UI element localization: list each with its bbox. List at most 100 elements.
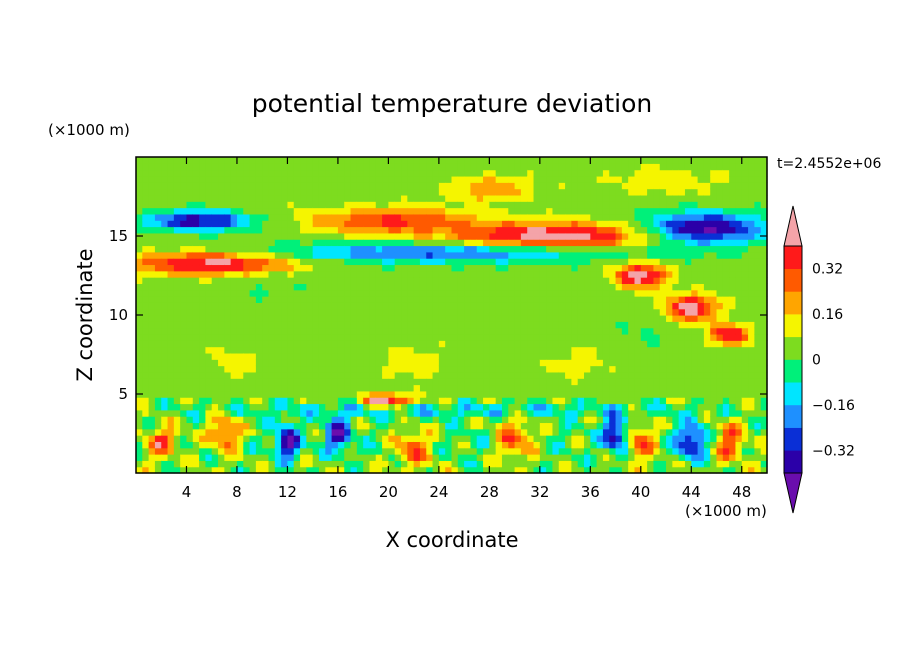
contour-cell <box>249 226 257 234</box>
contour-cell <box>438 359 446 367</box>
contour-cell <box>325 346 333 354</box>
contour-cell <box>533 371 541 379</box>
contour-cell <box>255 416 263 424</box>
contour-cell <box>495 175 503 183</box>
contour-cell <box>293 245 301 253</box>
contour-cell <box>527 397 535 405</box>
contour-cell <box>754 232 762 240</box>
contour-cell <box>666 321 673 329</box>
contour-cell <box>199 207 207 215</box>
contour-cell <box>470 378 478 386</box>
contour-cell <box>716 163 724 171</box>
contour-cell <box>300 201 307 209</box>
contour-cell <box>691 333 699 341</box>
contour-cell <box>501 169 509 177</box>
contour-cell <box>325 365 333 373</box>
contour-cell <box>394 207 402 215</box>
contour-cell <box>565 365 572 373</box>
contour-cell <box>691 270 699 278</box>
contour-cell <box>344 207 352 215</box>
contour-cell <box>243 390 251 398</box>
contour-cell <box>199 201 207 209</box>
contour-cell <box>306 454 314 461</box>
contour-cell <box>628 296 636 303</box>
contour-cell <box>293 321 301 329</box>
contour-cell <box>148 378 156 386</box>
contour-cell <box>520 441 528 449</box>
contour-cell <box>388 201 396 209</box>
contour-cell <box>419 390 427 398</box>
contour-cell <box>438 390 446 398</box>
contour-cell <box>672 232 680 240</box>
contour-cell <box>470 333 478 341</box>
contour-cell <box>533 245 541 253</box>
contour-cell <box>539 163 547 171</box>
contour-cell <box>394 308 402 316</box>
contour-cell <box>337 220 345 228</box>
contour-cell <box>211 397 219 405</box>
contour-cell <box>318 346 326 354</box>
contour-cell <box>413 460 421 468</box>
contour-cell <box>527 454 535 461</box>
contour-cell <box>243 201 251 209</box>
contour-cell <box>558 321 566 329</box>
contour-cell <box>596 441 604 449</box>
contour-cell <box>344 447 352 455</box>
contour-cell <box>483 270 490 278</box>
contour-cell <box>729 308 737 316</box>
contour-cell <box>584 207 591 215</box>
contour-cell <box>584 397 591 405</box>
contour-cell <box>426 327 434 335</box>
contour-cell <box>419 346 427 354</box>
contour-cell <box>539 466 547 474</box>
contour-cell <box>464 466 472 474</box>
contour-cell <box>401 296 408 303</box>
contour-cell <box>243 157 251 164</box>
contour-cell <box>262 213 270 221</box>
contour-cell <box>634 378 642 386</box>
contour-cell <box>236 390 244 398</box>
contour-cell <box>426 466 434 474</box>
contour-cell <box>514 182 522 190</box>
contour-cell <box>590 194 598 202</box>
contour-cell <box>457 258 465 266</box>
contour-cell <box>192 371 200 379</box>
contour-cell <box>401 289 408 297</box>
contour-cell <box>501 258 509 266</box>
contour-cell <box>438 378 446 386</box>
contour-cell <box>325 289 333 297</box>
contour-cell <box>230 454 238 461</box>
contour-cell <box>596 460 604 468</box>
contour-cell <box>300 163 307 171</box>
contour-cell <box>350 460 358 468</box>
contour-cell <box>590 454 598 461</box>
contour-cell <box>520 308 528 316</box>
contour-cell <box>729 441 737 449</box>
contour-cell <box>199 403 207 411</box>
contour-cell <box>552 239 560 247</box>
contour-cell <box>331 169 339 177</box>
contour-cell <box>546 352 554 360</box>
contour-cell <box>501 270 509 278</box>
contour-cell <box>186 258 194 266</box>
contour-cell <box>552 378 560 386</box>
contour-cell <box>703 245 711 253</box>
contour-cell <box>180 447 188 455</box>
contour-cell <box>684 359 692 367</box>
contour-cell <box>483 403 490 411</box>
contour-cell <box>584 321 591 329</box>
contour-cell <box>243 194 251 202</box>
contour-cell <box>148 321 156 329</box>
contour-cell <box>691 435 699 442</box>
contour-cell <box>533 163 541 171</box>
contour-cell <box>748 447 755 455</box>
contour-cell <box>546 245 554 253</box>
contour-cell <box>154 270 162 278</box>
contour-cell <box>602 365 610 373</box>
contour-cell <box>684 390 692 398</box>
contour-cell <box>274 213 282 221</box>
contour-cell <box>325 213 333 221</box>
contour-cell <box>703 460 711 468</box>
contour-cell <box>729 188 737 196</box>
contour-cell <box>438 169 446 177</box>
